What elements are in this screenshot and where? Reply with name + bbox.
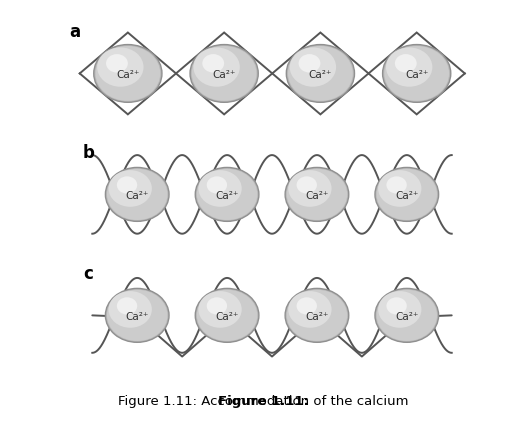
Ellipse shape [105,289,169,342]
Ellipse shape [385,46,449,101]
Ellipse shape [192,46,257,101]
Ellipse shape [377,290,437,341]
Ellipse shape [198,170,242,207]
Ellipse shape [108,170,152,207]
Ellipse shape [382,44,451,102]
Ellipse shape [197,290,257,341]
Ellipse shape [395,54,417,73]
Ellipse shape [297,297,317,314]
Text: Ca²⁺: Ca²⁺ [305,191,329,201]
Text: Ca²⁺: Ca²⁺ [215,191,239,201]
Ellipse shape [117,297,137,314]
Text: Ca²⁺: Ca²⁺ [305,312,329,322]
Text: Ca²⁺: Ca²⁺ [405,70,428,80]
Ellipse shape [195,168,259,221]
Text: Ca²⁺: Ca²⁺ [395,312,419,322]
Ellipse shape [95,46,160,101]
Text: c: c [83,265,93,283]
Ellipse shape [197,169,257,220]
Ellipse shape [297,176,317,194]
Ellipse shape [285,289,349,342]
Ellipse shape [117,176,137,194]
Ellipse shape [375,168,439,221]
Ellipse shape [285,168,349,221]
Ellipse shape [288,291,331,328]
Ellipse shape [105,168,169,221]
Ellipse shape [378,291,421,328]
Ellipse shape [286,44,355,102]
Ellipse shape [107,290,167,341]
Text: Ca²⁺: Ca²⁺ [126,312,149,322]
Ellipse shape [190,44,258,102]
Ellipse shape [287,290,347,341]
Text: Ca²⁺: Ca²⁺ [215,312,239,322]
Ellipse shape [386,48,432,87]
Ellipse shape [287,169,347,220]
Text: Ca²⁺: Ca²⁺ [213,70,236,80]
Ellipse shape [387,176,407,194]
Text: Ca²⁺: Ca²⁺ [395,191,419,201]
Ellipse shape [387,297,407,314]
Text: Ca²⁺: Ca²⁺ [116,70,139,80]
Ellipse shape [290,48,336,87]
Text: Figure 1.11:: Figure 1.11: [218,395,308,408]
Ellipse shape [203,54,224,73]
Ellipse shape [378,170,421,207]
Ellipse shape [194,48,240,87]
Ellipse shape [195,289,259,342]
Ellipse shape [198,291,242,328]
Ellipse shape [108,291,152,328]
Ellipse shape [377,169,437,220]
Ellipse shape [97,48,144,87]
Ellipse shape [288,46,353,101]
Ellipse shape [375,289,439,342]
Ellipse shape [94,44,162,102]
Ellipse shape [299,54,320,73]
Ellipse shape [106,54,128,73]
Text: b: b [83,144,95,162]
Ellipse shape [107,169,167,220]
Text: Ca²⁺: Ca²⁺ [309,70,332,80]
Ellipse shape [207,297,227,314]
Ellipse shape [207,176,227,194]
Text: Figure 1.11: Accommodation of the calcium: Figure 1.11: Accommodation of the calciu… [118,395,408,408]
Text: Ca²⁺: Ca²⁺ [126,191,149,201]
Text: a: a [69,23,81,41]
Ellipse shape [288,170,331,207]
